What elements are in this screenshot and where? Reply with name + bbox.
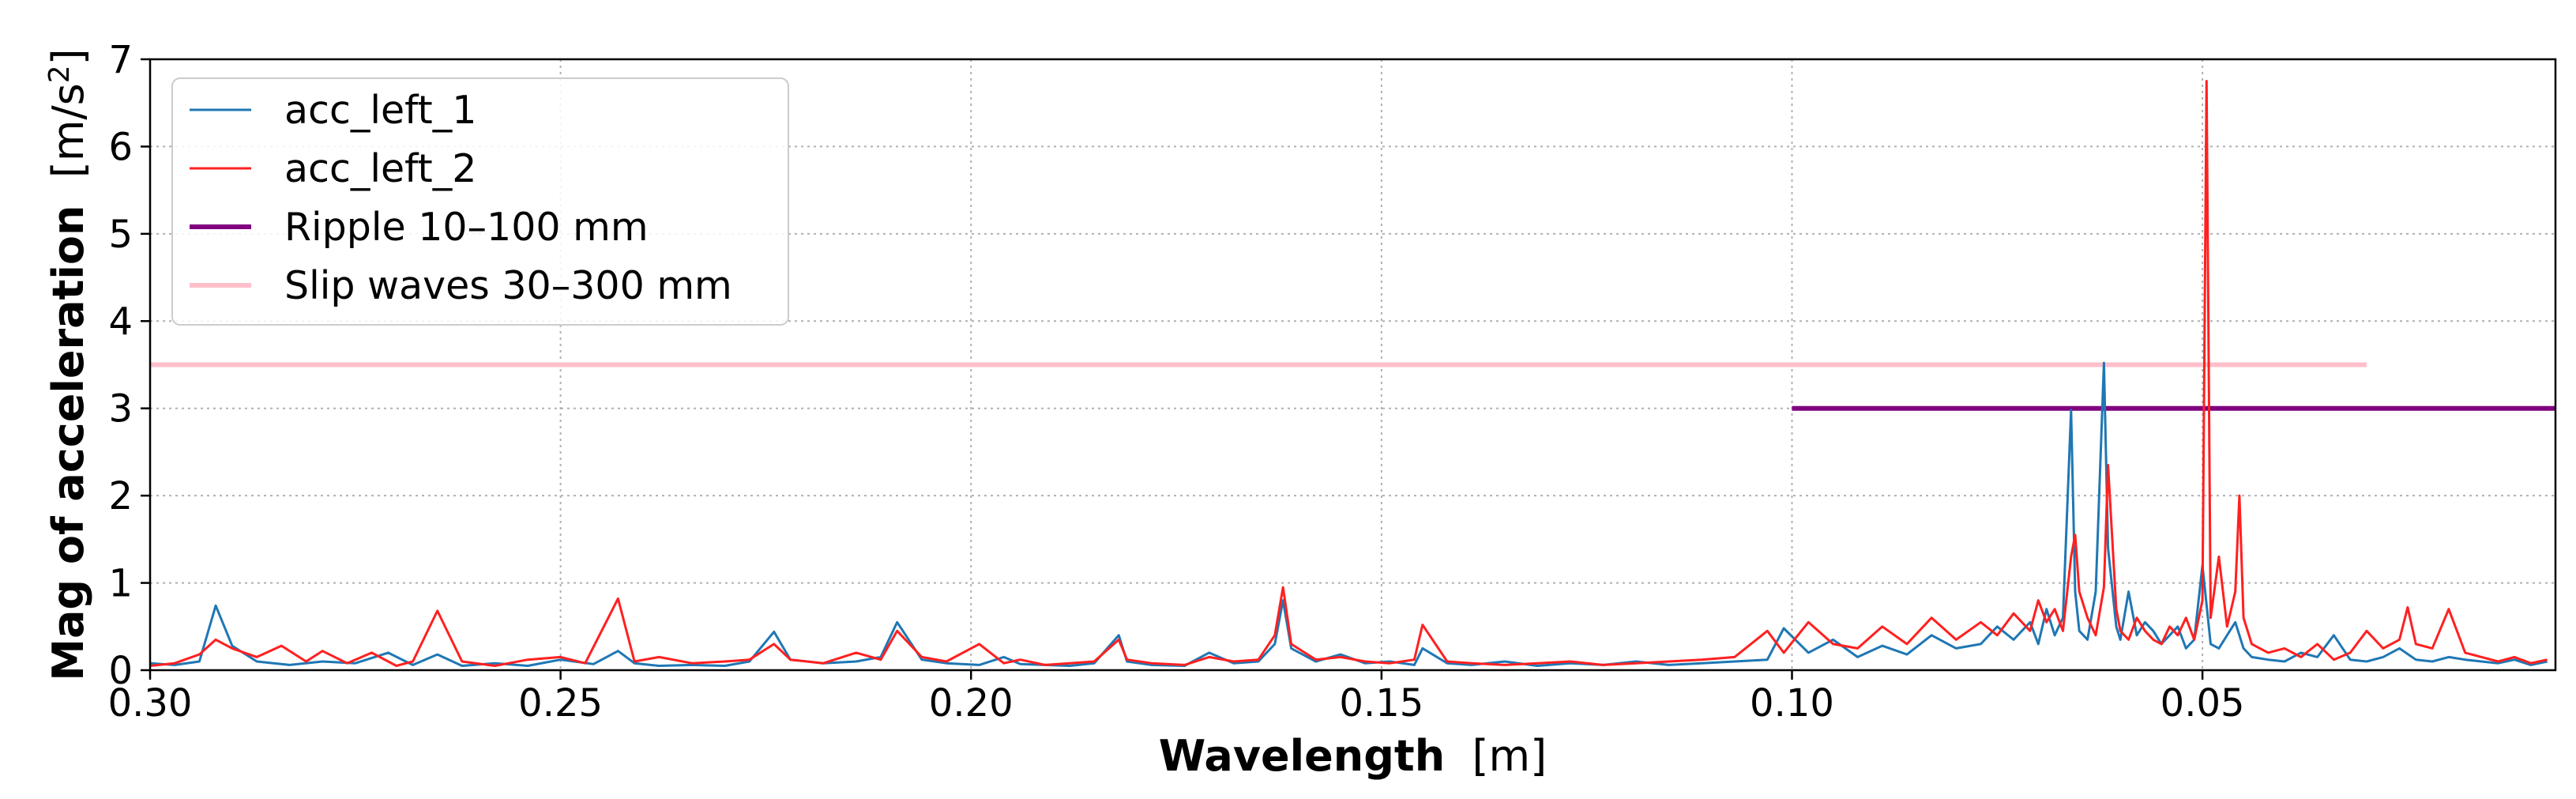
- y-axis-title: Mag of acceleration [m/s2]: [43, 48, 93, 681]
- y-tick-label: 6: [108, 125, 133, 169]
- x-tick-label: 0.05: [2160, 681, 2245, 726]
- series-group: [150, 80, 2555, 667]
- legend-label: acc_left_2: [284, 146, 476, 191]
- y-tick-label: 4: [108, 300, 133, 344]
- x-tick-label: 0.15: [1339, 681, 1423, 726]
- y-axis-title-unit: [m/s: [43, 83, 93, 178]
- y-axis-title-unit-sup: 2: [43, 65, 76, 83]
- legend-label: acc_left_1: [284, 88, 476, 133]
- x-axis-title: Wavelength [m]: [1159, 731, 1547, 781]
- plot-frame: [149, 58, 2557, 672]
- series-acc-left-1: [150, 361, 2548, 667]
- y-tick-label: 1: [108, 562, 133, 606]
- y-axis-title-unit-close: ]: [43, 48, 93, 65]
- y-tick-label: 2: [108, 474, 133, 518]
- x-axis-title-spacer: [1445, 731, 1472, 781]
- plot-lines: [150, 80, 2555, 667]
- y-axis-title-spacer: [43, 178, 93, 205]
- x-axis-title-bold: Wavelength: [1159, 731, 1445, 781]
- y-tick-label: 5: [108, 213, 133, 257]
- y-tick-label: 7: [108, 38, 133, 82]
- legend-label: Slip waves 30–300 mm: [284, 263, 732, 308]
- x-tick-label: 0.25: [518, 681, 603, 726]
- x-tick-label: 0.20: [929, 681, 1013, 726]
- ticks: 0.30 0.25 0.20 0.15 0.10 0.05 0 1 2 3 4 5 6 7: [108, 38, 2245, 726]
- y-tick-label: 3: [108, 387, 133, 432]
- x-axis-title-unit: [m]: [1472, 731, 1547, 781]
- y-axis-title-bold: Mag of acceleration: [43, 205, 93, 681]
- legend-label: Ripple 10–100 mm: [284, 205, 649, 250]
- legend-box: [171, 77, 789, 326]
- x-tick-label: 0.30: [108, 681, 193, 726]
- series-acc-left-2: [150, 80, 2548, 667]
- legend: acc_left_1 acc_left_2 Ripple 10–100 mm Slip…: [171, 77, 789, 326]
- y-tick-label: 0: [108, 649, 133, 693]
- x-tick-label: 0.10: [1750, 681, 1834, 726]
